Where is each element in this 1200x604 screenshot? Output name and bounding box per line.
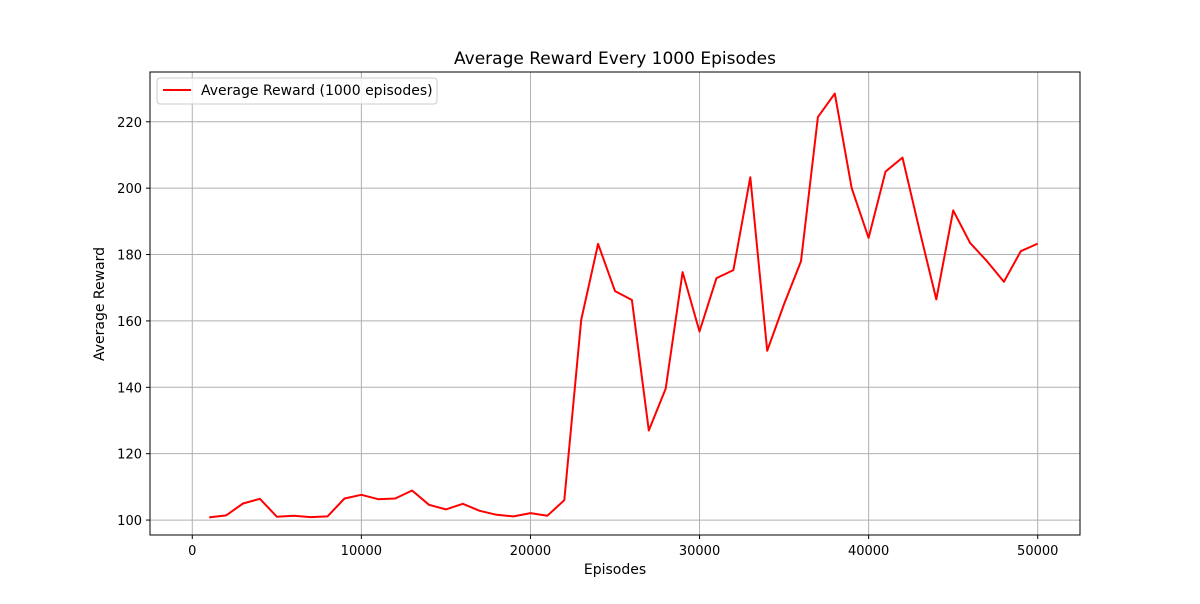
x-axis-label: Episodes bbox=[584, 562, 646, 578]
plot-frame bbox=[149, 71, 1081, 536]
data-point bbox=[1003, 281, 1005, 283]
data-point bbox=[783, 303, 785, 305]
data-point bbox=[259, 498, 261, 500]
data-point bbox=[716, 277, 718, 279]
data-point bbox=[580, 319, 582, 321]
x-tick-label: 50000 bbox=[1017, 544, 1058, 559]
data-point bbox=[208, 516, 210, 518]
data-point bbox=[935, 298, 937, 300]
data-point bbox=[597, 243, 599, 245]
data-point bbox=[513, 515, 515, 517]
y-tick-label: 120 bbox=[117, 448, 142, 463]
x-tick-label: 20000 bbox=[510, 544, 551, 559]
data-point bbox=[530, 512, 532, 514]
data-point bbox=[411, 490, 413, 492]
chart-title: Average Reward Every 1000 Episodes bbox=[454, 49, 776, 69]
data-point bbox=[225, 514, 227, 516]
data-point bbox=[479, 510, 481, 512]
data-point bbox=[665, 388, 667, 390]
data-point bbox=[276, 516, 278, 518]
x-tick-label: 30000 bbox=[679, 544, 720, 559]
data-point bbox=[986, 260, 988, 262]
data-point bbox=[749, 176, 751, 178]
y-tick-label: 160 bbox=[117, 315, 142, 330]
legend-box bbox=[156, 77, 438, 105]
data-point bbox=[699, 331, 701, 333]
data-point bbox=[1020, 250, 1022, 252]
x-tick-label: 10000 bbox=[341, 544, 382, 559]
data-point bbox=[344, 498, 346, 500]
data-point bbox=[952, 209, 954, 211]
y-tick-label: 100 bbox=[117, 514, 142, 529]
legend-label: Average Reward (1000 episodes) bbox=[201, 83, 433, 99]
series-line bbox=[209, 92, 1039, 519]
x-tick-label: 0 bbox=[188, 544, 196, 559]
data-point bbox=[242, 503, 244, 505]
data-point bbox=[918, 229, 920, 231]
data-point bbox=[428, 504, 430, 506]
x-axis-ticks: 0 10000 20000 30000 40000 50000 bbox=[188, 535, 1058, 559]
data-point bbox=[682, 271, 684, 273]
data-point bbox=[766, 350, 768, 352]
x-tick-label: 40000 bbox=[848, 544, 889, 559]
y-tick-label: 140 bbox=[117, 381, 142, 396]
data-point bbox=[496, 514, 498, 516]
data-point bbox=[360, 494, 362, 496]
data-point bbox=[293, 515, 295, 517]
data-point bbox=[327, 515, 329, 517]
data-point bbox=[732, 269, 734, 271]
data-point bbox=[817, 116, 819, 118]
data-point bbox=[462, 503, 464, 505]
data-point bbox=[377, 498, 379, 500]
data-point bbox=[834, 93, 836, 95]
data-point bbox=[310, 516, 312, 518]
data-point bbox=[1037, 243, 1039, 245]
data-point bbox=[445, 508, 447, 510]
y-tick-label: 180 bbox=[117, 249, 142, 264]
y-tick-label: 200 bbox=[117, 182, 142, 197]
data-point bbox=[885, 171, 887, 173]
data-point bbox=[631, 299, 633, 301]
data-point bbox=[563, 499, 565, 501]
data-point bbox=[648, 430, 650, 432]
data-point bbox=[394, 498, 396, 500]
data-point bbox=[851, 187, 853, 189]
y-axis-ticks: 100 120 140 160 180 200 220 bbox=[117, 116, 150, 529]
data-point bbox=[902, 157, 904, 159]
legend: Average Reward (1000 episodes) bbox=[156, 77, 438, 105]
y-axis-label: Average Reward bbox=[92, 247, 108, 361]
data-point bbox=[800, 260, 802, 262]
series-layer bbox=[208, 92, 1039, 519]
data-point bbox=[868, 237, 870, 239]
data-point bbox=[614, 290, 616, 292]
data-point bbox=[969, 242, 971, 244]
data-point bbox=[546, 515, 548, 517]
y-tick-label: 220 bbox=[117, 116, 142, 131]
